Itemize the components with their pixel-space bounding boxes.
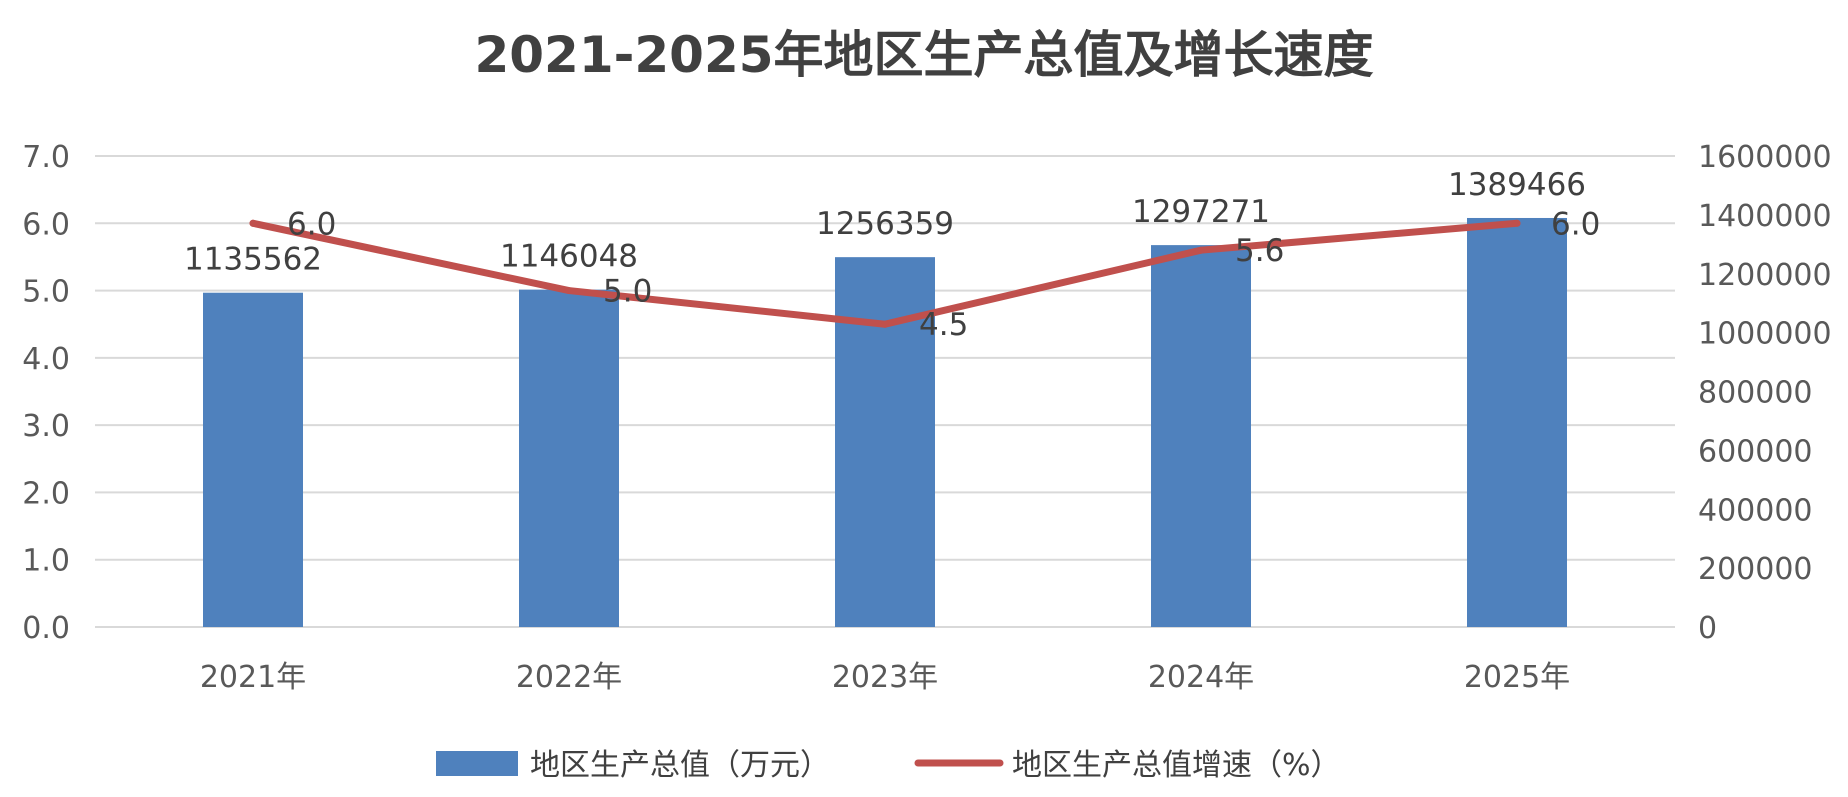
right-tick-label: 1600000	[1698, 140, 1832, 175]
line-series	[249, 219, 1521, 328]
left-tick-label: 2.0	[22, 476, 70, 511]
legend-label-line: 地区生产总值增速（%）	[1012, 748, 1341, 783]
bar-value-label: 1146048	[500, 239, 638, 275]
x-tick-label: 2023年	[832, 660, 938, 695]
bar	[1467, 217, 1567, 627]
legend-label-bar: 地区生产总值（万元）	[530, 748, 830, 783]
right-tick-label: 200000	[1698, 552, 1813, 587]
right-tick-label: 1200000	[1698, 258, 1832, 293]
left-tick-label: 1.0	[22, 544, 70, 579]
legend-swatch-bar	[436, 751, 518, 776]
x-axis: 2021年 2022年 2023年 2024年 2025年	[200, 660, 1570, 695]
line-value-label: 6.0	[287, 206, 336, 242]
bar-series	[203, 217, 1567, 627]
line-value-label: 4.5	[919, 307, 968, 343]
right-tick-label: 600000	[1698, 434, 1813, 469]
x-tick-label: 2025年	[1464, 660, 1570, 695]
right-tick-label: 0	[1698, 611, 1717, 646]
right-axis: 0 200000 400000 600000 800000 1000000 1200000 1…	[1698, 140, 1832, 646]
bar-value-label: 1135562	[184, 242, 322, 278]
right-tick-label: 800000	[1698, 376, 1813, 411]
right-tick-label: 1000000	[1698, 317, 1832, 352]
line-value-label: 6.0	[1551, 206, 1600, 242]
left-tick-label: 6.0	[22, 207, 70, 242]
x-tick-label: 2021年	[200, 660, 306, 695]
bar-value-label: 1297271	[1132, 194, 1270, 230]
bar	[1151, 245, 1251, 627]
legend: 地区生产总值（万元） 地区生产总值增速（%）	[436, 748, 1341, 783]
line-value-label: 5.6	[1235, 233, 1284, 269]
right-tick-label: 400000	[1698, 493, 1813, 528]
left-tick-label: 7.0	[22, 140, 70, 175]
bar	[519, 289, 619, 627]
left-tick-label: 0.0	[22, 611, 70, 646]
bar-value-label: 1389466	[1448, 167, 1586, 203]
line-value-label: 5.0	[603, 274, 652, 310]
left-tick-label: 4.0	[22, 342, 70, 377]
line-point	[249, 219, 257, 227]
x-tick-label: 2022年	[516, 660, 622, 695]
line-point	[1197, 246, 1205, 254]
bar-value-label: 1256359	[816, 206, 954, 242]
line-point	[881, 320, 889, 328]
left-axis: 0.0 1.0 2.0 3.0 4.0 5.0 6.0 7.0	[22, 140, 70, 646]
line-point	[565, 287, 573, 295]
bar	[203, 292, 303, 627]
chart-title: 2021-2025年地区生产总值及增长速度	[474, 26, 1373, 84]
line-point	[1513, 219, 1521, 227]
left-tick-label: 5.0	[22, 275, 70, 310]
x-tick-label: 2024年	[1148, 660, 1254, 695]
left-tick-label: 3.0	[22, 409, 70, 444]
right-tick-label: 1400000	[1698, 199, 1832, 234]
